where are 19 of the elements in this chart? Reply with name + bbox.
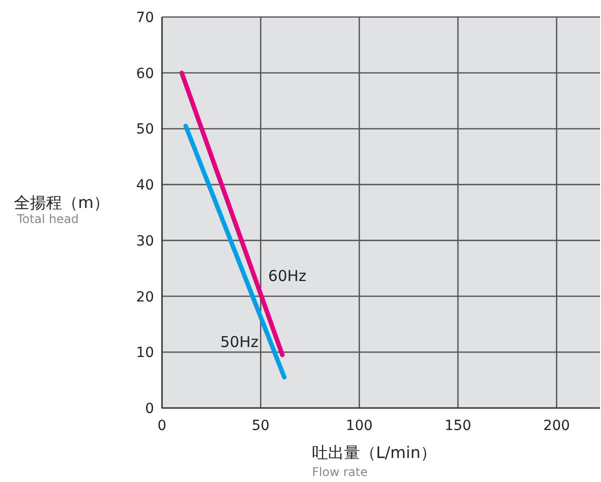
y-tick-label: 10 bbox=[136, 345, 154, 362]
y-tick-label: 20 bbox=[136, 289, 154, 306]
x-tick-label: 0 bbox=[158, 418, 166, 434]
series-label: 60Hz bbox=[268, 266, 307, 285]
x-axis-title: 吐出量（L/min） bbox=[312, 443, 436, 462]
y-tick-label: 70 bbox=[136, 10, 154, 26]
y-tick-label: 50 bbox=[136, 122, 154, 138]
x-tick-label: 200 bbox=[543, 418, 570, 434]
series-label: 50Hz bbox=[220, 333, 259, 352]
y-tick-label: 30 bbox=[136, 233, 154, 250]
text: Total head bbox=[16, 212, 79, 226]
text: Flow rate bbox=[312, 465, 368, 479]
y-tick-label: 60 bbox=[136, 66, 154, 82]
x-tick-label: 150 bbox=[444, 418, 472, 434]
y-axis-title: 全揚程（m） bbox=[14, 193, 110, 212]
y-tick-label: 0 bbox=[145, 401, 154, 417]
x-tick-label: 50 bbox=[252, 418, 270, 434]
y-tick-label: 40 bbox=[136, 178, 154, 194]
x-tick-label: 100 bbox=[346, 418, 373, 434]
